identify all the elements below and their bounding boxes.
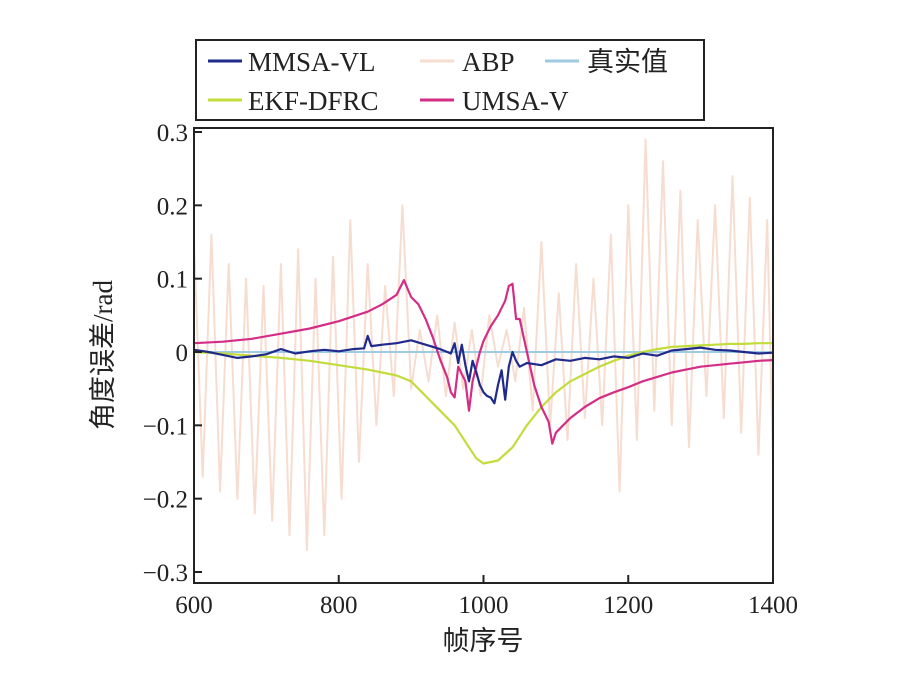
legend-label-ekf-dfrc: EKF-DFRC [248, 86, 379, 116]
legend-label-true-value: 真实值 [587, 47, 668, 77]
series-abp [193, 138, 774, 551]
legend-label-umsa-v: UMSA-V [462, 86, 569, 116]
legend: MMSA-VL ABP 真实值 EKF-DFRC UMSA-V [195, 39, 705, 121]
x-axis-title: 帧序号 [443, 626, 524, 656]
x-ticks: 600 800 1000 1200 1400 [175, 575, 798, 619]
series-ekf-dfrc [193, 342, 773, 465]
legend-frame [195, 39, 705, 121]
x-tick-label: 800 [320, 592, 358, 619]
y-tick-label: 0 [176, 340, 189, 367]
y-tick-label: 0.1 [157, 267, 188, 294]
plot-area: 600 800 1000 1200 1400 0.3 0.2 0.1 0 −0.1 −0.2 −0.… [143, 120, 798, 619]
x-tick-label: 1200 [603, 592, 653, 619]
y-tick-label: −0.2 [143, 487, 188, 514]
series-umsa-v [193, 279, 774, 445]
y-axis-title: 角度误差/rad [88, 280, 118, 430]
y-tick-label: 0.2 [157, 193, 188, 220]
legend-label-abp: ABP [462, 47, 515, 77]
x-tick-label: 600 [175, 592, 213, 619]
series-group [193, 138, 774, 551]
y-tick-label: −0.1 [143, 413, 188, 440]
legend-label-mmsa-vl: MMSA-VL [248, 47, 376, 77]
x-tick-label: 1400 [748, 592, 798, 619]
y-tick-label: 0.3 [157, 120, 188, 147]
y-ticks: 0.3 0.2 0.1 0 −0.1 −0.2 −0.3 [143, 120, 202, 587]
x-tick-label: 1000 [459, 592, 509, 619]
series-mmsa-vl [193, 334, 774, 405]
y-tick-label: −0.3 [143, 560, 188, 587]
